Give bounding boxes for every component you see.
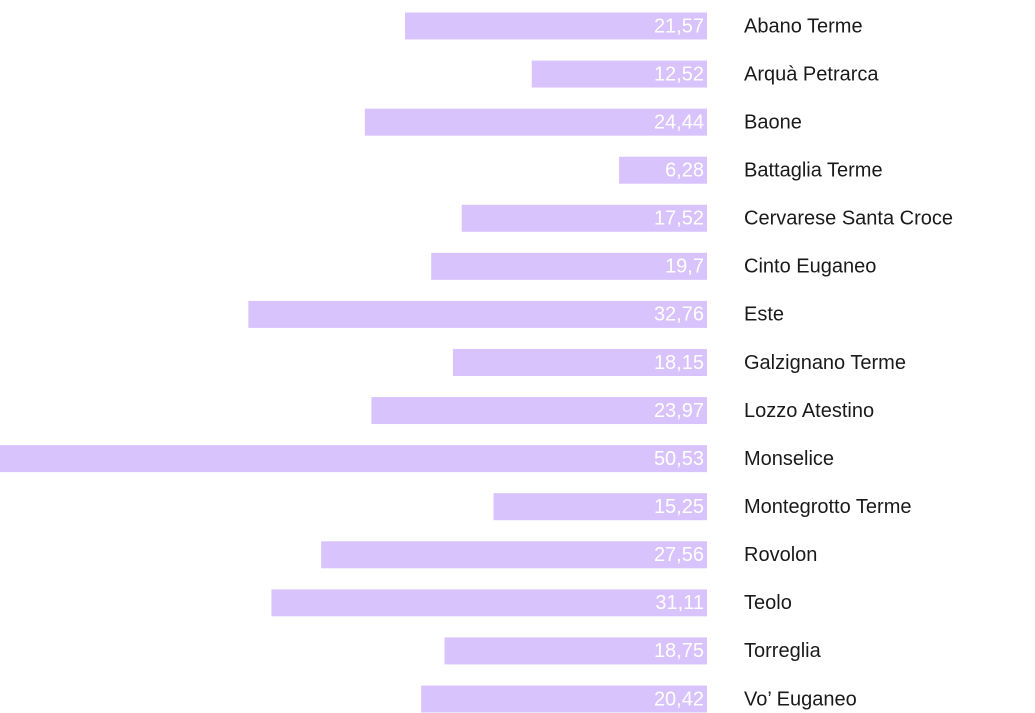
bar <box>364 108 707 136</box>
category-label: Este <box>744 304 784 326</box>
category-label: Cinto Euganeo <box>744 256 876 278</box>
value-label: 19,7 <box>665 256 704 278</box>
value-label: 18,75 <box>654 640 704 662</box>
category-label: Abano Terme <box>744 15 863 37</box>
value-label: 17,52 <box>654 208 704 230</box>
category-label: Monselice <box>744 448 834 470</box>
category-label: Cervarese Santa Croce <box>744 208 953 230</box>
category-label: Galzignano Terme <box>744 352 906 374</box>
bar <box>321 541 707 569</box>
bar <box>371 397 707 425</box>
value-label: 21,57 <box>654 15 704 37</box>
bar <box>271 589 707 617</box>
bar <box>619 156 707 184</box>
category-label: Battaglia Terme <box>744 159 883 181</box>
value-label: 50,53 <box>654 448 704 470</box>
bar <box>421 685 707 713</box>
category-label: Montegrotto Terme <box>744 496 912 518</box>
value-label: 15,25 <box>654 496 704 518</box>
bar <box>405 12 707 40</box>
bar <box>531 60 707 88</box>
bar <box>431 252 707 280</box>
value-label: 6,28 <box>665 159 704 181</box>
value-label: 27,56 <box>654 544 704 566</box>
category-label: Arquà Petrarca <box>744 63 879 85</box>
bar <box>248 300 708 328</box>
value-label: 24,44 <box>654 111 704 133</box>
bar <box>452 348 707 376</box>
value-label: 32,76 <box>654 304 704 326</box>
bar <box>0 445 707 473</box>
category-label: Teolo <box>744 592 792 614</box>
value-label: 20,42 <box>654 688 704 710</box>
bar <box>493 493 707 521</box>
category-label: Vo’ Euganeo <box>744 688 857 710</box>
value-label: 23,97 <box>654 400 704 422</box>
value-label: 31,11 <box>655 592 704 614</box>
bar <box>461 204 707 232</box>
category-label: Baone <box>744 111 802 133</box>
value-label: 12,52 <box>654 63 704 85</box>
category-label: Rovolon <box>744 544 817 566</box>
category-label: Lozzo Atestino <box>744 400 874 422</box>
value-label: 18,15 <box>654 352 704 374</box>
bar <box>444 637 707 665</box>
category-label: Torreglia <box>744 640 822 662</box>
